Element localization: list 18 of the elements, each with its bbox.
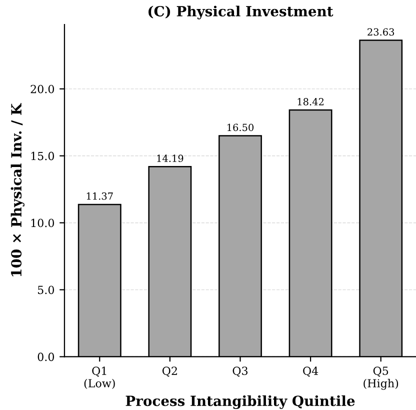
data-label: 14.19 bbox=[157, 154, 184, 162]
x-tick-label: Q2 bbox=[162, 366, 177, 377]
x-tick-label: Q5 (High) bbox=[364, 366, 398, 390]
data-label: 16.50 bbox=[228, 124, 254, 132]
data-label: 11.37 bbox=[86, 192, 113, 200]
y-tick-label: 0.0 bbox=[38, 352, 54, 362]
x-tick-label: Q3 bbox=[232, 366, 248, 377]
y-axis-title: 100 × Physical Inv. / K bbox=[10, 102, 24, 276]
data-label: 23.63 bbox=[368, 28, 394, 36]
y-tick-label: 20.0 bbox=[30, 84, 54, 94]
y-tick-label: 15.0 bbox=[31, 152, 54, 160]
y-tick-label: 10.0 bbox=[31, 218, 54, 228]
x-tick-label: Q4 bbox=[303, 366, 318, 377]
chart-title: (C) Physical Investment bbox=[148, 6, 334, 20]
y-tick-label: 5.0 bbox=[38, 286, 54, 294]
x-axis-title: Process Intangibility Quintile bbox=[126, 395, 355, 409]
x-tick-label: Q1 (Low) bbox=[84, 366, 115, 390]
data-label: 18.42 bbox=[298, 98, 324, 106]
